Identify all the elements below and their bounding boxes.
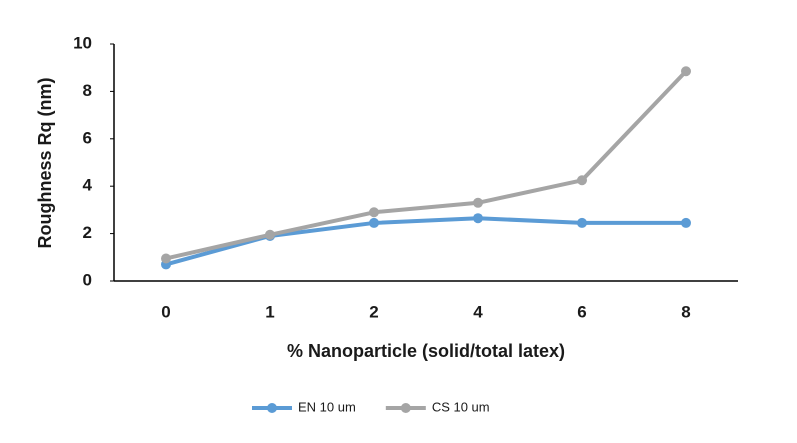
x-tick-label: 1 bbox=[265, 302, 274, 321]
data-point bbox=[369, 217, 379, 228]
data-point bbox=[265, 229, 275, 240]
legend-label: CS 10 um bbox=[432, 399, 490, 414]
data-point bbox=[681, 66, 691, 77]
x-tick-label: 8 bbox=[681, 302, 690, 321]
y-tick-label: 10 bbox=[73, 33, 92, 52]
y-tick-label: 0 bbox=[83, 270, 92, 289]
data-point bbox=[577, 175, 587, 186]
y-tick-label: 8 bbox=[83, 81, 92, 100]
y-axis-title: Roughness Rq (nm) bbox=[35, 78, 55, 249]
data-point bbox=[473, 213, 483, 224]
data-point bbox=[473, 197, 483, 208]
y-tick-label: 4 bbox=[83, 176, 93, 195]
x-tick-label: 0 bbox=[161, 302, 170, 321]
x-tick-label: 4 bbox=[473, 302, 483, 321]
data-point bbox=[161, 253, 171, 264]
x-axis-title: % Nanoparticle (solid/total latex) bbox=[287, 341, 565, 361]
y-tick-label: 6 bbox=[83, 128, 92, 147]
data-point bbox=[681, 217, 691, 228]
y-tick-label: 2 bbox=[83, 223, 92, 242]
legend-marker bbox=[400, 403, 411, 413]
legend-label: EN 10 um bbox=[298, 399, 356, 414]
data-point bbox=[577, 217, 587, 228]
data-point bbox=[369, 207, 379, 218]
x-tick-label: 2 bbox=[369, 302, 378, 321]
series-line bbox=[165, 69, 688, 261]
legend-marker bbox=[267, 403, 277, 413]
x-tick-label: 6 bbox=[577, 302, 586, 321]
